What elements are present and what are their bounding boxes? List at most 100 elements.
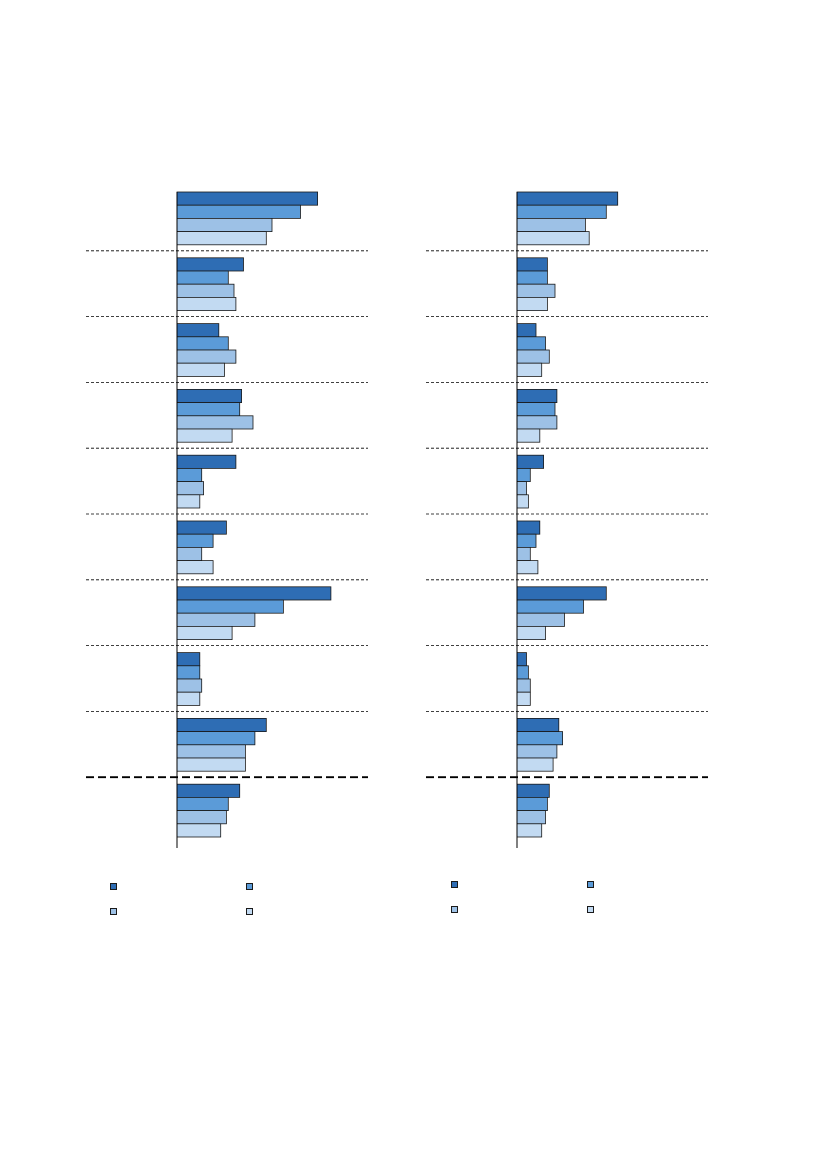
bar-g5-s3 xyxy=(516,560,539,575)
legend-item xyxy=(587,881,600,888)
bar-g4-s0 xyxy=(516,454,545,469)
legend-item xyxy=(110,908,123,915)
bar-g3-s2 xyxy=(516,415,558,430)
bar-g6-s0 xyxy=(176,586,332,601)
bar-g2-s0 xyxy=(516,323,537,338)
bar-g3-s3 xyxy=(176,428,233,443)
legend-swatch xyxy=(110,883,117,890)
bar-g4-s3 xyxy=(516,494,529,509)
bar-g2-s0 xyxy=(176,323,220,338)
legend-swatch xyxy=(110,908,117,915)
legend-item xyxy=(451,906,464,913)
bar-g8-s3 xyxy=(516,757,554,772)
bar-g1-s3 xyxy=(176,297,237,312)
bar-g6-s1 xyxy=(176,599,284,614)
bar-g1-s1 xyxy=(516,270,548,285)
bar-g5-s1 xyxy=(516,533,537,548)
bar-g3-s0 xyxy=(516,388,558,403)
legend-item xyxy=(587,906,600,913)
bar-g2-s1 xyxy=(516,336,546,351)
bar-g0-s3 xyxy=(176,231,267,246)
legend-swatch xyxy=(451,906,458,913)
bar-g3-s0 xyxy=(176,388,242,403)
bar-g9-s1 xyxy=(516,797,548,812)
bar-g4-s1 xyxy=(516,467,531,482)
legend-item xyxy=(246,908,259,915)
bar-g7-s1 xyxy=(516,665,529,680)
bar-g3-s1 xyxy=(176,402,241,417)
bar-g6-s3 xyxy=(516,625,546,640)
bar-g0-s1 xyxy=(516,204,607,219)
bar-g3-s2 xyxy=(176,415,254,430)
bar-g1-s2 xyxy=(176,283,235,298)
bar-g5-s0 xyxy=(176,520,227,535)
bar-g5-s2 xyxy=(176,546,203,561)
bar-g9-s2 xyxy=(176,810,227,825)
bar-g7-s3 xyxy=(176,691,201,706)
bar-g2-s1 xyxy=(176,336,229,351)
bar-g9-s2 xyxy=(516,810,546,825)
bar-g3-s3 xyxy=(516,428,541,443)
bar-g7-s0 xyxy=(176,652,201,667)
bar-g5-s2 xyxy=(516,546,531,561)
bar-g8-s2 xyxy=(176,744,246,759)
bar-g1-s1 xyxy=(176,270,229,285)
bar-g6-s1 xyxy=(516,599,584,614)
bar-g6-s3 xyxy=(176,625,233,640)
bar-g0-s3 xyxy=(516,231,590,246)
bar-g2-s2 xyxy=(516,349,550,364)
bar-g6-s2 xyxy=(176,612,256,627)
bar-g0-s0 xyxy=(516,191,619,206)
bar-g7-s1 xyxy=(176,665,201,680)
bar-g8-s1 xyxy=(176,731,256,746)
bar-g8-s0 xyxy=(516,718,560,733)
bar-g2-s3 xyxy=(176,362,225,377)
bar-g8-s3 xyxy=(176,757,246,772)
bar-g6-s2 xyxy=(516,612,565,627)
bar-g4-s2 xyxy=(176,481,205,496)
bar-g5-s1 xyxy=(176,533,214,548)
bar-g8-s1 xyxy=(516,731,563,746)
bar-g0-s2 xyxy=(176,218,273,233)
bar-g0-s0 xyxy=(176,191,319,206)
bar-g7-s2 xyxy=(176,678,203,693)
legend-swatch xyxy=(587,881,594,888)
right-bar-chart xyxy=(420,185,710,850)
bar-g6-s0 xyxy=(516,586,607,601)
bar-g0-s2 xyxy=(516,218,586,233)
bar-g8-s2 xyxy=(516,744,558,759)
legend-item xyxy=(246,883,259,890)
bar-g9-s0 xyxy=(176,783,241,798)
bar-g5-s3 xyxy=(176,560,214,575)
bar-g4-s3 xyxy=(176,494,201,509)
legend-swatch xyxy=(246,883,253,890)
bar-g1-s0 xyxy=(516,257,548,272)
bar-g1-s3 xyxy=(516,297,548,312)
chart-svg-0 xyxy=(86,191,368,848)
bar-g9-s3 xyxy=(516,823,543,838)
bar-g4-s1 xyxy=(176,467,203,482)
bar-g1-s0 xyxy=(176,257,244,272)
bar-g9-s1 xyxy=(176,797,229,812)
bar-g3-s1 xyxy=(516,402,556,417)
bar-g2-s3 xyxy=(516,362,543,377)
legend-swatch xyxy=(451,881,458,888)
bar-g7-s0 xyxy=(516,652,527,667)
legend-item xyxy=(110,883,123,890)
bar-g5-s0 xyxy=(516,520,541,535)
bar-g8-s0 xyxy=(176,718,267,733)
bar-g4-s2 xyxy=(516,481,527,496)
legend-swatch xyxy=(246,908,253,915)
bar-g1-s2 xyxy=(516,283,556,298)
bar-g7-s3 xyxy=(516,691,531,706)
bar-g9-s3 xyxy=(176,823,222,838)
bar-g4-s0 xyxy=(176,454,237,469)
bar-g2-s2 xyxy=(176,349,237,364)
bar-g7-s2 xyxy=(516,678,531,693)
legend-item xyxy=(451,881,464,888)
left-bar-chart xyxy=(80,185,370,850)
legend-swatch xyxy=(587,906,594,913)
chart-svg-1 xyxy=(426,191,708,848)
bar-g0-s1 xyxy=(176,204,301,219)
bar-g9-s0 xyxy=(516,783,550,798)
